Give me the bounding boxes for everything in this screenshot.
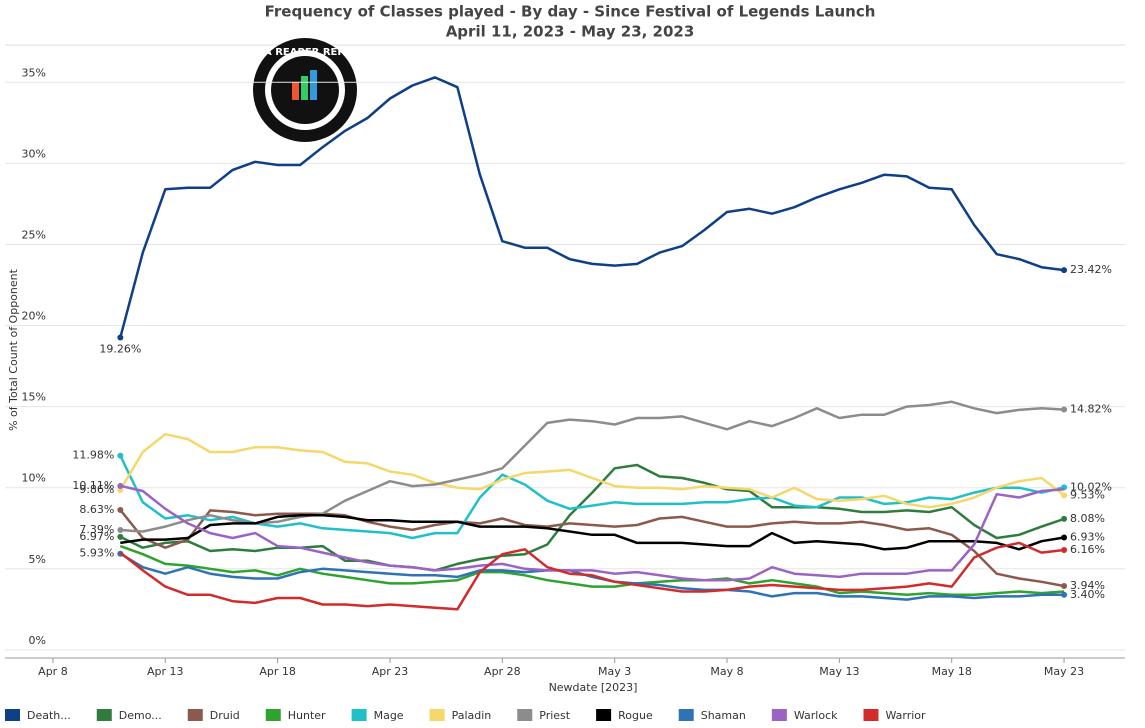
legend-label: Warlock — [794, 709, 838, 722]
x-tick-label: May 13 — [819, 665, 859, 678]
legend-swatch — [187, 709, 203, 721]
legend-label: Death... — [27, 709, 71, 722]
legend-label: Demo... — [119, 709, 162, 722]
data-label: 19.26% — [99, 343, 141, 356]
legend-swatch — [96, 709, 112, 721]
data-label: 10.02% — [1070, 480, 1112, 493]
point-marker — [1061, 546, 1068, 553]
point-marker — [1061, 515, 1068, 522]
data-label: 8.63% — [79, 503, 114, 516]
y-tick-label: 5% — [29, 553, 46, 566]
data-label: 23.42% — [1070, 263, 1112, 276]
series-line — [119, 455, 1065, 540]
legend-label: Rogue — [618, 709, 653, 722]
x-tick-label: May 8 — [710, 665, 743, 678]
series-line — [119, 541, 1065, 611]
legend-swatch — [678, 709, 694, 721]
series-line — [119, 552, 1065, 601]
x-tick-label: May 23 — [1044, 665, 1084, 678]
data-label: 8.08% — [1070, 512, 1105, 525]
legend-swatch — [429, 709, 445, 721]
data-label: 9.53% — [1070, 488, 1105, 501]
data-label: 5.93% — [79, 547, 114, 560]
point-marker — [1061, 406, 1068, 413]
point-marker — [117, 482, 124, 489]
point-marker — [1061, 534, 1068, 541]
data-label: 11.98% — [72, 449, 114, 462]
y-tick-label: 10% — [22, 472, 46, 485]
chart-title: Frequency of Classes played - By day - S… — [265, 3, 876, 21]
data-label: 9.86% — [79, 483, 114, 496]
data-label: 7.39% — [79, 523, 114, 536]
point-marker — [117, 452, 124, 459]
legend-swatch — [517, 709, 533, 721]
legend-swatch — [265, 709, 281, 721]
y-tick-label: 35% — [22, 66, 46, 79]
point-marker — [1061, 492, 1068, 499]
legend-swatch — [351, 709, 367, 721]
legend: Death... Demo... Druid Hunter Mage Paladin Pri… — [5, 709, 926, 722]
legend-swatch — [5, 709, 20, 721]
logo: DATA REAPER REPORT — [243, 38, 368, 142]
legend-swatch — [863, 709, 879, 721]
series-line — [120, 400, 1065, 533]
x-tick-label: May 3 — [598, 665, 631, 678]
data-label: 3.94% — [1070, 579, 1105, 592]
point-marker — [117, 506, 124, 513]
chart-subtitle: April 11, 2023 - May 23, 2023 — [446, 23, 695, 41]
series-line — [119, 432, 1065, 509]
data-label: 6.16% — [1070, 543, 1105, 556]
legend-label: Priest — [539, 709, 571, 722]
legend-label: Paladin — [452, 709, 492, 722]
legend-swatch — [596, 709, 612, 721]
point-marker — [117, 527, 124, 534]
data-label: 6.93% — [1070, 531, 1105, 544]
x-axis-label: Newdate [2023] — [549, 681, 638, 694]
point-marker — [117, 334, 124, 341]
legend-label: Mage — [374, 709, 404, 722]
series-line — [119, 463, 1065, 572]
point-marker — [1061, 267, 1068, 274]
legend-swatch — [771, 709, 787, 721]
series-line — [120, 514, 1065, 551]
legend-label: Shaman — [701, 709, 746, 722]
data-label: 14.82% — [1070, 403, 1112, 416]
series-line — [119, 509, 1065, 588]
point-marker — [117, 533, 124, 540]
point-marker — [1061, 582, 1068, 589]
series-line — [120, 484, 1065, 582]
y-tick-label: 0% — [29, 634, 46, 647]
data-label: 3.40% — [1070, 588, 1105, 601]
y-axis-label: % of Total Count of Opponent — [7, 268, 20, 431]
x-tick-label: Apr 13 — [147, 665, 184, 678]
x-tick-label: Apr 8 — [38, 665, 68, 678]
y-tick-label: 20% — [22, 310, 46, 323]
logo-text: DATA REAPER REPORT — [243, 47, 368, 58]
x-tick-label: May 18 — [932, 665, 972, 678]
x-tick-label: Apr 18 — [259, 665, 296, 678]
y-tick-label: 30% — [22, 147, 46, 160]
y-tick-label: 25% — [22, 228, 46, 241]
x-tick-label: Apr 23 — [372, 665, 409, 678]
series-line — [119, 544, 1065, 597]
y-tick-label: 15% — [22, 391, 46, 404]
legend-label: Druid — [210, 709, 240, 722]
data-label: 6.97% — [79, 530, 114, 543]
legend-label: Warrior — [885, 709, 926, 722]
data-label: 10.11% — [72, 479, 114, 492]
series-line — [119, 76, 1065, 338]
legend-label: Hunter — [288, 709, 326, 722]
point-marker — [1061, 591, 1068, 598]
x-tick-label: Apr 28 — [484, 665, 521, 678]
